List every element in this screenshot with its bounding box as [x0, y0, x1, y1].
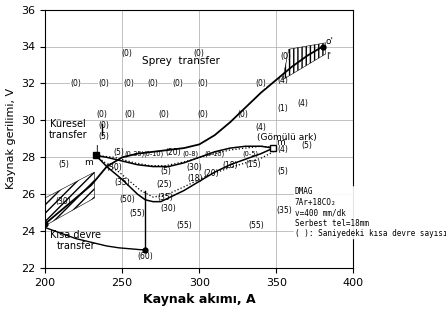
Text: Kısa devre
transfer: Kısa devre transfer	[50, 230, 101, 251]
Text: DMAG
7Ar+18CO₂
v=400 mm/dk
Serbest tel=18mm
( ): Saniyedeki kısa devre sayısı: DMAG 7Ar+18CO₂ v=400 mm/dk Serbest tel=1…	[295, 188, 446, 238]
Text: (0): (0)	[121, 49, 132, 58]
Text: (0): (0)	[172, 79, 183, 88]
Text: (0): (0)	[70, 79, 81, 88]
Text: (30): (30)	[187, 163, 202, 172]
Text: (0): (0)	[158, 110, 169, 119]
Text: (55): (55)	[248, 221, 264, 230]
Text: (0-10): (0-10)	[143, 150, 163, 157]
Text: (55): (55)	[130, 209, 145, 218]
X-axis label: Kaynak akımı, A: Kaynak akımı, A	[143, 294, 256, 306]
Text: (0): (0)	[97, 110, 107, 119]
Text: (0): (0)	[98, 79, 109, 88]
Text: (18): (18)	[187, 174, 202, 183]
Text: l': l'	[326, 52, 331, 61]
Text: (35): (35)	[157, 193, 173, 202]
Text: (35): (35)	[114, 178, 130, 187]
Text: (4): (4)	[256, 123, 266, 132]
Text: l: l	[95, 145, 98, 154]
Text: o': o'	[326, 37, 334, 46]
Text: (18): (18)	[223, 161, 238, 170]
Text: (30): (30)	[107, 163, 122, 172]
Text: (25): (25)	[156, 180, 172, 189]
Text: (0): (0)	[256, 79, 266, 88]
Text: (4): (4)	[277, 145, 288, 154]
Text: (50): (50)	[119, 195, 135, 204]
Text: (5): (5)	[58, 159, 69, 168]
Text: (0-35): (0-35)	[124, 150, 145, 157]
Text: (20): (20)	[204, 169, 219, 178]
Text: (0): (0)	[280, 52, 291, 61]
Text: Sprey  transfer: Sprey transfer	[142, 56, 220, 66]
Text: (60): (60)	[137, 252, 153, 261]
Text: (20): (20)	[165, 149, 181, 158]
Text: (4): (4)	[277, 76, 288, 85]
Text: (0): (0)	[123, 79, 134, 88]
Text: (0-10): (0-10)	[205, 150, 225, 157]
Text: (0-5): (0-5)	[242, 150, 258, 157]
Text: (0): (0)	[148, 79, 158, 88]
Text: (0): (0)	[194, 49, 205, 58]
Text: (0): (0)	[237, 110, 248, 119]
Text: (0): (0)	[98, 121, 109, 130]
Text: m': m'	[277, 138, 288, 147]
Text: (0): (0)	[197, 110, 208, 119]
Text: Küresel
transfer: Küresel transfer	[49, 119, 87, 140]
Text: (55): (55)	[176, 221, 192, 230]
Y-axis label: Kaynak gerilimi, V: Kaynak gerilimi, V	[5, 88, 16, 189]
Text: (0-8): (0-8)	[182, 150, 198, 157]
Text: (30): (30)	[56, 197, 71, 206]
Text: (5): (5)	[98, 132, 109, 141]
Text: (15): (15)	[245, 159, 261, 168]
Text: (5): (5)	[160, 167, 171, 176]
Text: (5): (5)	[114, 148, 124, 157]
Text: (Gömülü ark): (Gömülü ark)	[257, 133, 317, 142]
Text: (5): (5)	[277, 167, 288, 176]
Text: (0): (0)	[124, 110, 135, 119]
Text: (1): (1)	[277, 104, 288, 113]
Text: (4): (4)	[297, 99, 308, 108]
Text: (35): (35)	[276, 206, 292, 215]
Text: (0): (0)	[197, 79, 208, 88]
Text: m: m	[84, 158, 93, 167]
Text: (5): (5)	[302, 141, 313, 150]
Text: (30): (30)	[161, 204, 176, 213]
